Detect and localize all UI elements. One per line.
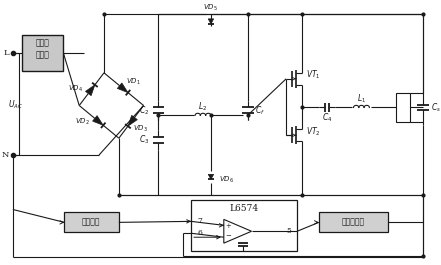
Bar [319, 213, 388, 232]
Text: $C_2$: $C_2$ [139, 104, 149, 117]
Text: $VD_6$: $VD_6$ [219, 175, 234, 185]
Polygon shape [128, 115, 137, 126]
Polygon shape [224, 219, 251, 243]
Polygon shape [208, 19, 213, 24]
Text: $VD_5$: $VD_5$ [203, 2, 218, 12]
Polygon shape [117, 83, 128, 93]
Text: 7: 7 [197, 217, 202, 225]
Text: 可控硅: 可控硅 [36, 39, 49, 47]
Text: $VD_3$: $VD_3$ [133, 124, 148, 134]
Text: +: + [225, 222, 231, 230]
Text: $C_4$: $C_4$ [321, 111, 332, 124]
Text: $U_{AC}$: $U_{AC}$ [8, 98, 23, 111]
Text: $VT_1$: $VT_1$ [306, 69, 321, 81]
Text: N: N [1, 151, 9, 159]
Text: $VD_2$: $VD_2$ [75, 117, 90, 127]
Text: L6574: L6574 [229, 204, 259, 213]
Text: $VD_1$: $VD_1$ [126, 77, 141, 87]
Text: −: − [225, 232, 231, 240]
Text: $L_1$: $L_1$ [357, 92, 366, 105]
Text: $VT_2$: $VT_2$ [306, 125, 321, 138]
Polygon shape [86, 85, 95, 96]
Polygon shape [93, 116, 103, 125]
Bar [191, 200, 297, 251]
Text: 灯电流检测: 灯电流检测 [342, 218, 365, 226]
Text: $L_2$: $L_2$ [198, 100, 208, 113]
Polygon shape [208, 174, 213, 179]
Text: 6: 6 [197, 229, 202, 237]
Text: L: L [3, 49, 9, 57]
Text: 电压检测: 电压检测 [82, 218, 101, 226]
Text: 5: 5 [286, 227, 291, 235]
Bar [396, 93, 410, 122]
Text: $C_s$: $C_s$ [431, 101, 441, 114]
Bar [22, 35, 64, 71]
Text: $C_3$: $C_3$ [139, 134, 149, 147]
Text: $C_f$: $C_f$ [255, 104, 265, 117]
Bar [64, 213, 119, 232]
Text: 调光器: 调光器 [36, 51, 49, 59]
Text: $VD_4$: $VD_4$ [67, 84, 83, 94]
